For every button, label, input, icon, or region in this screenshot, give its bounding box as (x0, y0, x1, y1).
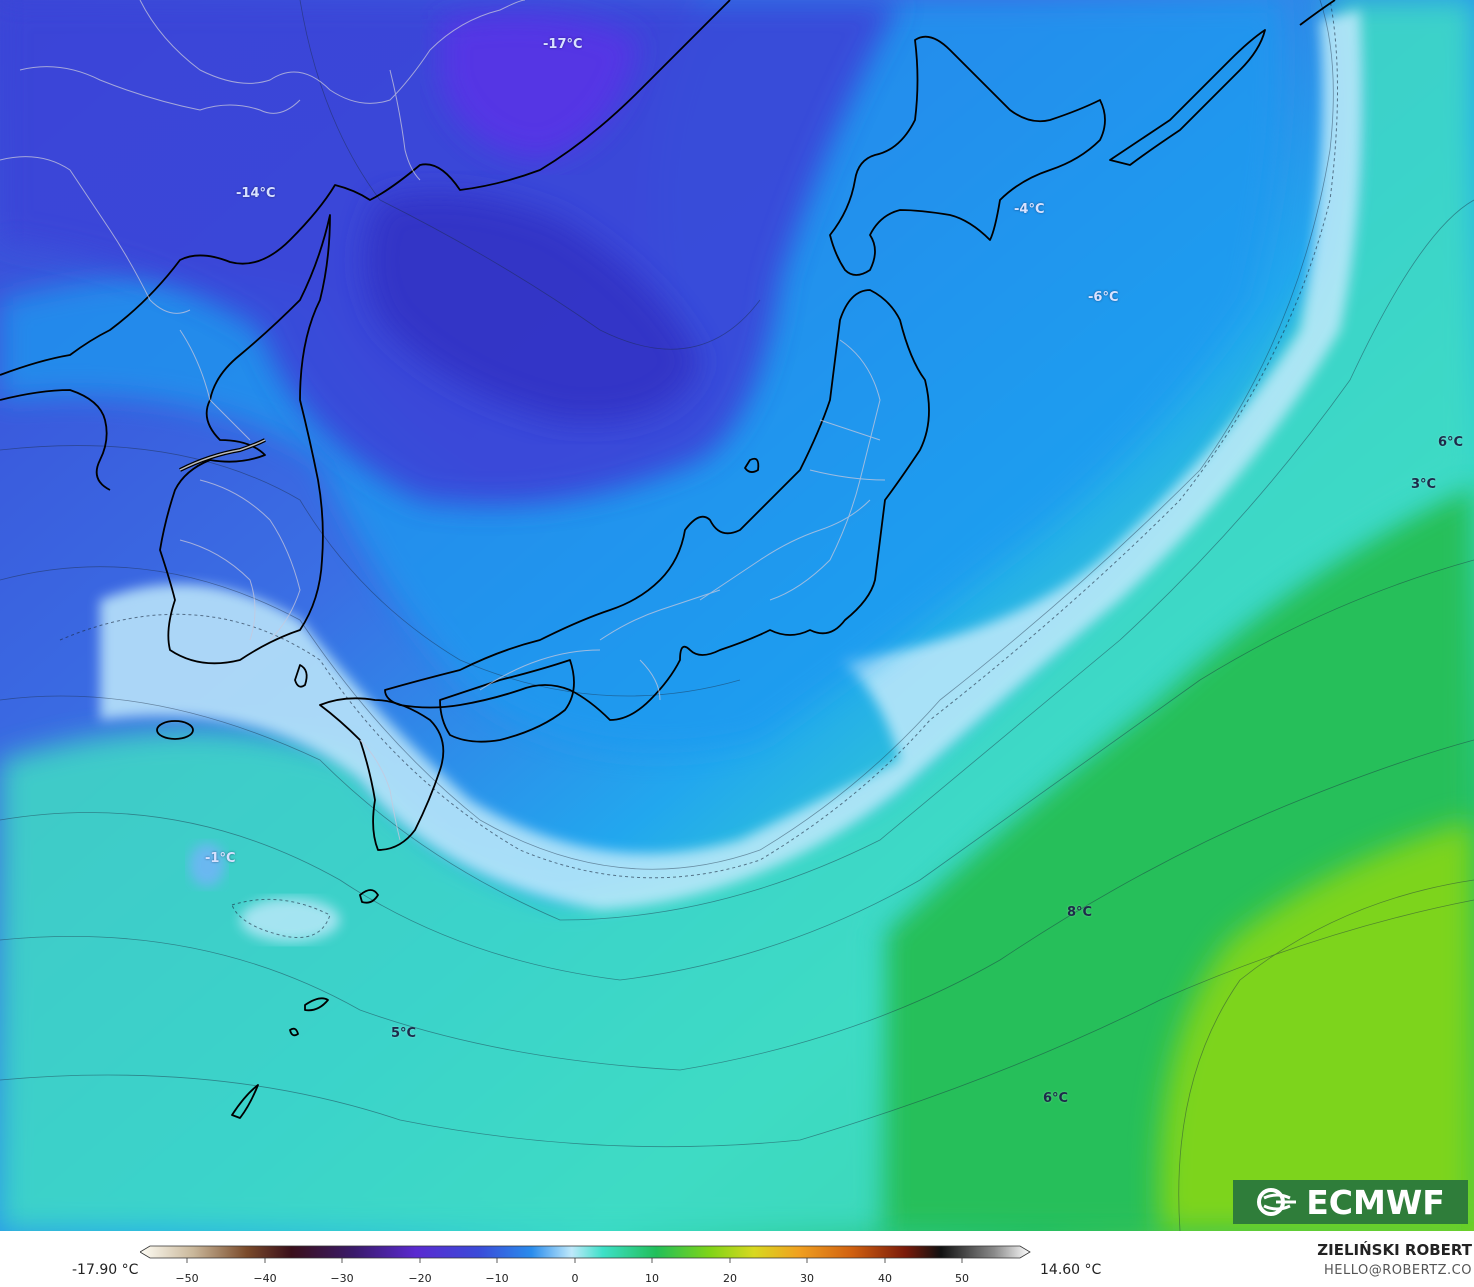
legend-tick: −40 (253, 1272, 277, 1285)
cold-core-north (440, 13, 640, 161)
temp-label: -6°C (1088, 290, 1119, 305)
temperature-field (0, 0, 1474, 1231)
admin-borders (0, 0, 886, 841)
korea-border-inner (179, 439, 266, 471)
legend-max-label: 14.60 °C (1040, 1262, 1102, 1278)
temp-label: -14°C (236, 186, 276, 201)
colorbar-body (140, 1245, 1031, 1259)
mild-zone (0, 0, 1474, 1231)
isotherm-lines (0, 0, 1474, 1231)
legend-tick: 30 (800, 1272, 814, 1285)
legend-tick: 0 (571, 1272, 579, 1285)
temp-label: 3°C (1411, 477, 1437, 492)
colorbar-ticks (186, 1258, 963, 1263)
temp-label: 8°C (1067, 905, 1093, 920)
colorbar (140, 1245, 1031, 1263)
legend-tick: 50 (955, 1272, 969, 1285)
ecmwf-logo-text: ECMWF (1306, 1182, 1445, 1222)
cold-eddy (189, 843, 225, 887)
temp-label: 5°C (391, 1026, 417, 1041)
legend-min-label: -17.90 °C (72, 1262, 139, 1278)
zero-isotherm (59, 0, 1338, 938)
author-email: HELLO@ROBERTZ.CO (1323, 1263, 1472, 1278)
temp-label: 6°C (1043, 1091, 1069, 1106)
legend-tick: −30 (330, 1272, 354, 1285)
cool-zone (0, 0, 1282, 754)
legend-tick: −20 (408, 1272, 432, 1285)
ecmwf-logo: ECMWF (1233, 1180, 1468, 1224)
temp-label: 6°C (1438, 435, 1464, 450)
temp-label: -4°C (1014, 202, 1045, 217)
warmest-zone (1158, 820, 1474, 1231)
ecmwf-logo-icon (1257, 1188, 1297, 1216)
legend-tick: −10 (485, 1272, 509, 1285)
legend-tick: 40 (878, 1272, 892, 1285)
temp-label: -17°C (543, 37, 583, 52)
author-credit: ZIELIŃSKI ROBERT HELLO@ROBERTZ.CO (1317, 1241, 1472, 1278)
weather-map: -17°C -14°C -4°C -6°C 6°C 3°C -1°C 8°C 5… (0, 0, 1474, 1231)
temp-label: -1°C (205, 851, 236, 866)
legend-tick: −50 (175, 1272, 199, 1285)
freezing-patch (240, 898, 340, 942)
legend-tick: 20 (723, 1272, 737, 1285)
legend-tick: 10 (645, 1272, 659, 1285)
author-name: ZIELIŃSKI ROBERT (1317, 1241, 1472, 1259)
coastlines (0, 0, 1336, 1119)
coldest-zone (365, 193, 700, 422)
color-legend (0, 1231, 1474, 1287)
